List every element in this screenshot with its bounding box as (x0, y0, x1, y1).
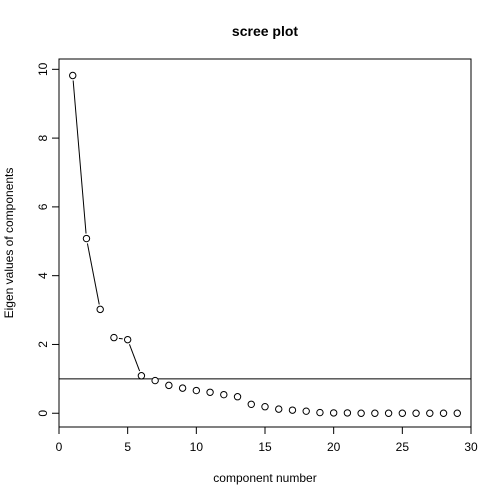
y-tick-label: 2 (36, 341, 50, 348)
y-axis-label: Eigen values of components (2, 168, 16, 319)
data-point (302, 407, 310, 415)
data-point (178, 384, 187, 392)
data-point (151, 376, 159, 385)
data-point (261, 403, 269, 411)
data-point (69, 71, 77, 80)
x-axis: 0 5 10 15 20 25 30 (56, 426, 478, 454)
x-tick-label: 25 (396, 440, 410, 454)
series-line-segment (118, 337, 123, 340)
y-axis: 0 2 4 6 8 10 (36, 62, 60, 417)
x-tick-label: 0 (56, 440, 63, 454)
data-point (123, 335, 132, 344)
data-point (110, 333, 118, 342)
series-line-segment (72, 80, 87, 234)
data-point (426, 409, 434, 417)
x-tick-label: 15 (258, 440, 272, 454)
data-point (371, 409, 379, 417)
series-layer (69, 71, 461, 417)
x-axis-label: component number (213, 471, 316, 485)
plot-frame (58, 58, 472, 428)
chart-title: scree plot (232, 23, 298, 39)
data-point (275, 405, 283, 413)
y-tick-label: 6 (36, 203, 50, 210)
data-point (439, 409, 448, 417)
x-tick-label: 20 (327, 440, 341, 454)
data-point (220, 390, 228, 399)
y-tick-label: 10 (36, 62, 50, 76)
data-point (329, 409, 338, 417)
data-point (137, 372, 146, 380)
x-tick-label: 30 (464, 440, 478, 454)
data-point (233, 393, 242, 401)
data-point (412, 409, 420, 417)
data-point (357, 409, 365, 417)
data-point (288, 406, 297, 414)
data-point (316, 408, 324, 417)
y-tick-label: 4 (36, 272, 50, 279)
data-point (247, 400, 255, 409)
data-point (398, 409, 407, 417)
series-line-segment (86, 243, 100, 305)
data-point (96, 305, 104, 314)
x-tick-label: 10 (190, 440, 204, 454)
data-point (206, 388, 214, 396)
y-tick-label: 0 (36, 410, 50, 417)
data-point (192, 386, 201, 395)
data-point (343, 409, 352, 417)
data-point (82, 234, 91, 243)
data-point (165, 381, 173, 390)
series-line-segment (128, 344, 141, 372)
y-tick-label: 8 (36, 134, 50, 141)
data-point (384, 409, 393, 417)
data-point (453, 409, 461, 417)
x-tick-label: 5 (124, 440, 131, 454)
